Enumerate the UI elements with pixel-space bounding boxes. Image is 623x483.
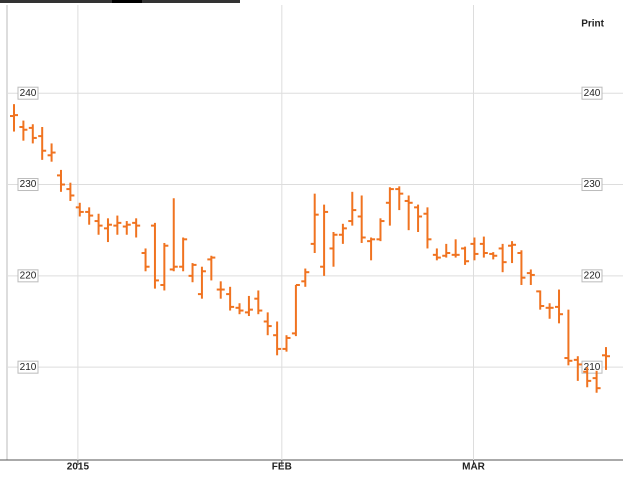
y-tick-box [581,86,603,100]
y-tick-label: 230 [20,179,37,190]
y-tick-label: 210 [20,362,37,373]
y-tick-label: 230 [584,179,601,190]
x-tick-label: FEB [272,462,292,473]
y-tick-box [581,178,603,192]
y-tick-label: 240 [20,88,37,99]
top-tab-active [112,0,142,3]
y-tick-box [581,269,603,283]
print-button[interactable]: Print [581,19,604,30]
y-tick-box [17,360,39,374]
x-tick-label: MAR [462,462,486,473]
y-tick-box [17,269,39,283]
y-tick-box [17,178,39,192]
y-tick-label: 240 [584,88,601,99]
x-tick-label: 2015 [67,462,90,473]
y-tick-box [17,86,39,100]
y-tick-label: 220 [584,270,601,281]
y-tick-label: 220 [20,270,37,281]
y-tick-label: 210 [584,362,601,373]
